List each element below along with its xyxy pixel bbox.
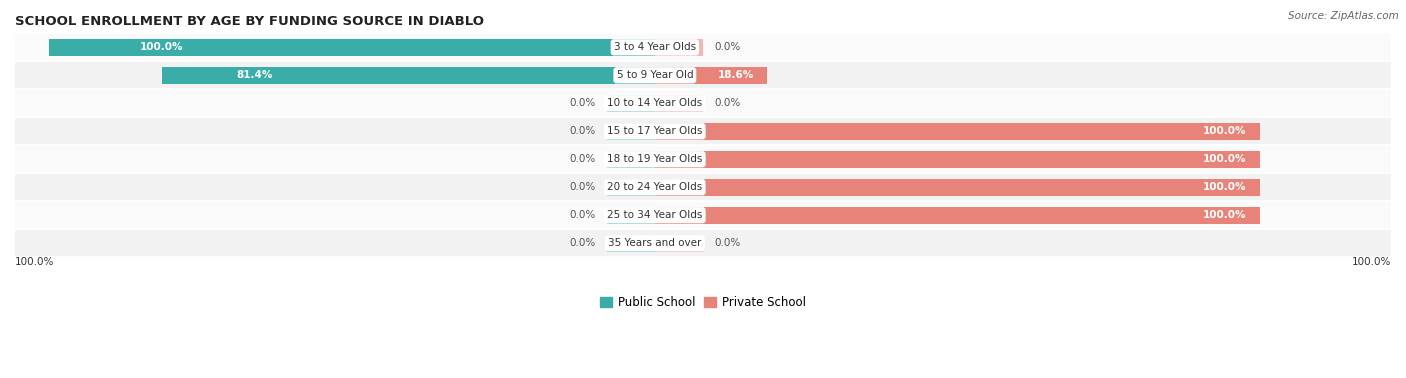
Bar [162, 67, 655, 84]
Bar [655, 234, 703, 252]
Bar [606, 234, 655, 252]
Text: 0.0%: 0.0% [569, 182, 596, 192]
Bar [606, 178, 655, 196]
Text: 35 Years and over: 35 Years and over [609, 238, 702, 248]
Text: 100.0%: 100.0% [1204, 210, 1247, 220]
Text: 0.0%: 0.0% [569, 210, 596, 220]
Bar [655, 67, 768, 84]
Text: 100.0%: 100.0% [15, 257, 55, 267]
Bar [606, 206, 655, 224]
Bar [49, 39, 655, 56]
Legend: Public School, Private School: Public School, Private School [595, 291, 811, 314]
Text: 3 to 4 Year Olds: 3 to 4 Year Olds [614, 42, 696, 52]
Text: Source: ZipAtlas.com: Source: ZipAtlas.com [1288, 11, 1399, 21]
Text: SCHOOL ENROLLMENT BY AGE BY FUNDING SOURCE IN DIABLO: SCHOOL ENROLLMENT BY AGE BY FUNDING SOUR… [15, 15, 484, 28]
Bar [15, 33, 1391, 61]
Bar [655, 178, 1260, 196]
Bar [606, 150, 655, 168]
Text: 20 to 24 Year Olds: 20 to 24 Year Olds [607, 182, 703, 192]
Text: 0.0%: 0.0% [569, 154, 596, 164]
Bar [15, 229, 1391, 257]
Bar [15, 61, 1391, 89]
Text: 100.0%: 100.0% [1351, 257, 1391, 267]
Bar [15, 89, 1391, 117]
Text: 100.0%: 100.0% [141, 42, 184, 52]
Text: 0.0%: 0.0% [714, 42, 740, 52]
Bar [15, 117, 1391, 145]
Text: 81.4%: 81.4% [236, 70, 273, 80]
Text: 15 to 17 Year Olds: 15 to 17 Year Olds [607, 126, 703, 136]
Text: 100.0%: 100.0% [1204, 126, 1247, 136]
Bar [655, 206, 1260, 224]
Text: 0.0%: 0.0% [714, 238, 740, 248]
Text: 0.0%: 0.0% [714, 98, 740, 108]
Text: 0.0%: 0.0% [569, 98, 596, 108]
Text: 0.0%: 0.0% [569, 126, 596, 136]
Bar [15, 145, 1391, 173]
Bar [15, 173, 1391, 201]
Bar [15, 201, 1391, 229]
Bar [655, 122, 1260, 140]
Text: 25 to 34 Year Olds: 25 to 34 Year Olds [607, 210, 703, 220]
Bar [655, 94, 703, 112]
Bar [606, 122, 655, 140]
Bar [655, 39, 703, 56]
Text: 5 to 9 Year Old: 5 to 9 Year Old [616, 70, 693, 80]
Text: 10 to 14 Year Olds: 10 to 14 Year Olds [607, 98, 703, 108]
Text: 18 to 19 Year Olds: 18 to 19 Year Olds [607, 154, 703, 164]
Text: 100.0%: 100.0% [1204, 182, 1247, 192]
Bar [606, 94, 655, 112]
Bar [655, 150, 1260, 168]
Text: 100.0%: 100.0% [1204, 154, 1247, 164]
Text: 0.0%: 0.0% [569, 238, 596, 248]
Text: 18.6%: 18.6% [717, 70, 754, 80]
